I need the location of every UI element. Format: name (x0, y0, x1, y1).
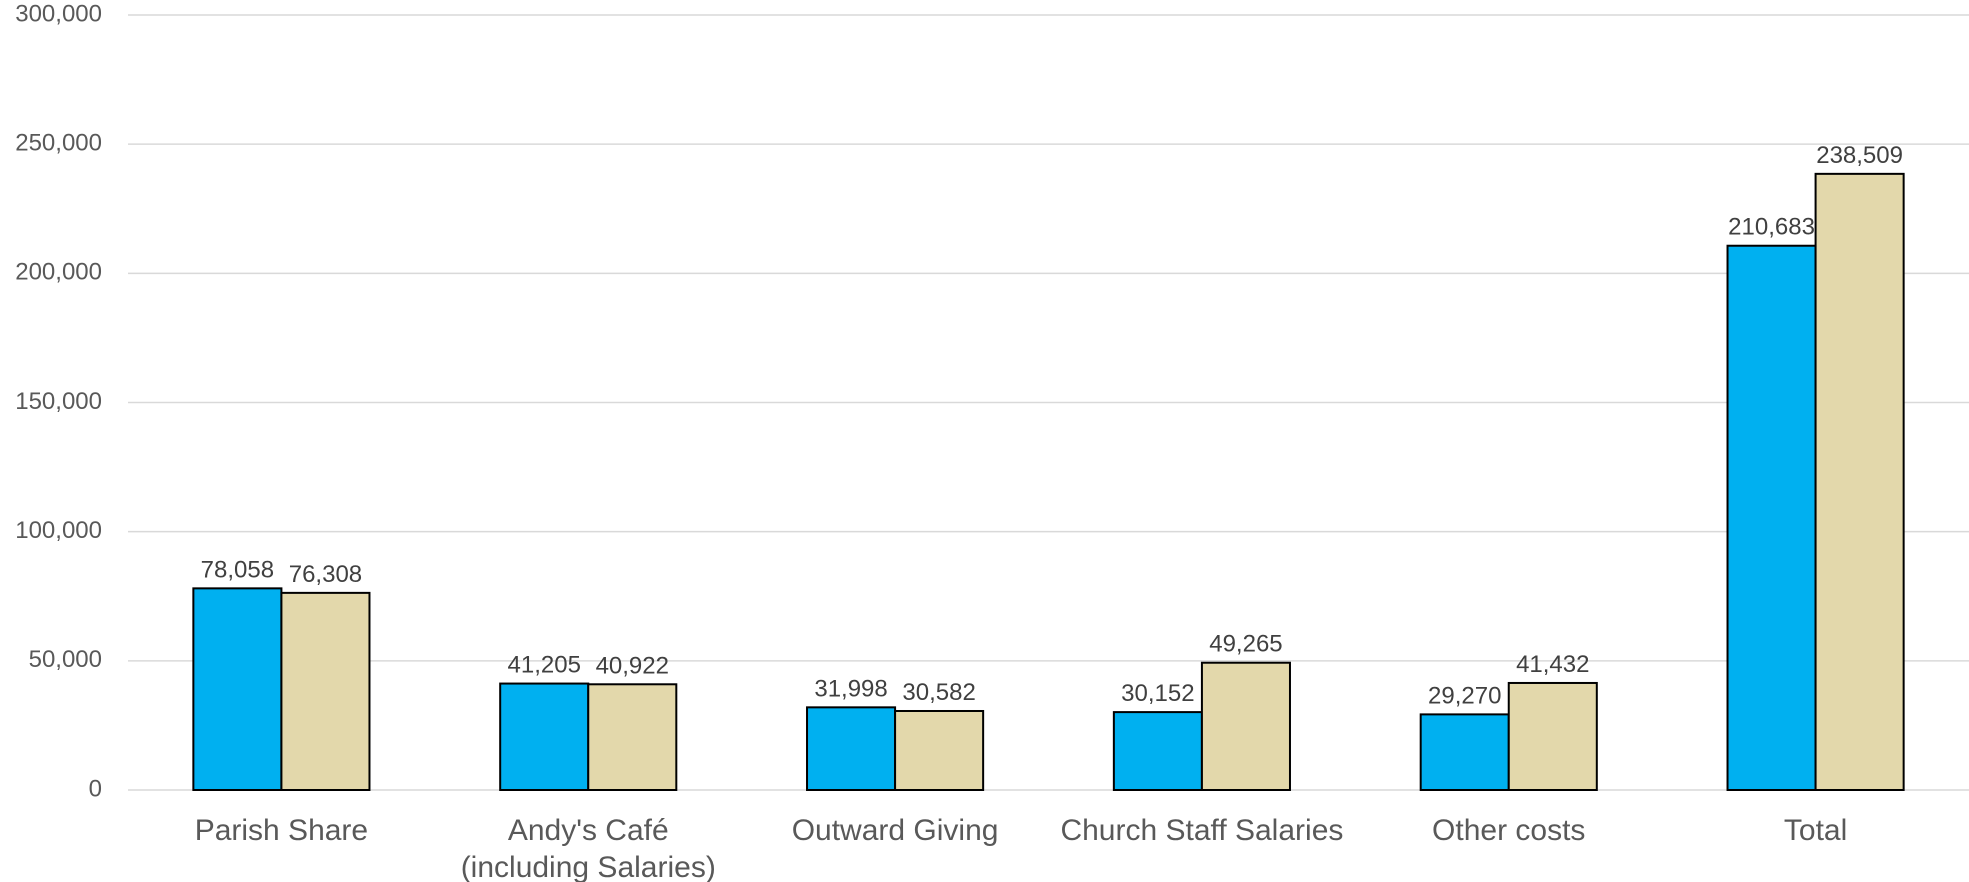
y-tick-label: 300,000 (15, 0, 102, 27)
bar-value-label: 29,270 (1428, 682, 1501, 709)
category-label: Outward Giving (792, 814, 999, 847)
bar-2 (1507, 681, 1598, 792)
bar-1 (1726, 244, 1817, 791)
category-label: Parish Share (195, 814, 368, 847)
bar-2 (894, 709, 985, 792)
x-axis-category-labels: Parish Share Andy's Café (including Salari… (195, 814, 1848, 882)
bar-2 (280, 591, 371, 791)
data-labels: 78,058 76,308 41,205 40,922 31,998 30,582 30,1… (201, 142, 1903, 710)
category-label: Church Staff Salaries (1060, 814, 1343, 847)
bar-2 (1200, 661, 1291, 791)
bar-value-label: 49,265 (1209, 631, 1282, 658)
bar-value-label: 30,582 (902, 679, 975, 706)
category-label: (including Salaries) (461, 851, 716, 882)
y-tick-label: 0 (89, 775, 102, 802)
bar-value-label: 238,509 (1816, 142, 1903, 169)
bar-2 (1814, 172, 1905, 791)
bar-value-label: 210,683 (1728, 214, 1815, 241)
category-label: Total (1784, 814, 1847, 847)
category-label: Andy's Café (508, 814, 669, 847)
y-tick-label: 150,000 (15, 388, 102, 415)
bar-value-label: 31,998 (814, 675, 887, 702)
y-tick-label: 250,000 (15, 130, 102, 157)
gridlines (128, 14, 1969, 791)
bar-1 (806, 706, 897, 791)
bar-1 (1112, 711, 1203, 792)
y-tick-label: 50,000 (29, 646, 102, 673)
y-tick-label: 100,000 (15, 517, 102, 544)
bar-1 (192, 587, 283, 791)
bars (192, 172, 1905, 792)
bar-value-label: 41,432 (1516, 651, 1589, 678)
bar-value-label: 78,058 (201, 556, 274, 583)
bar-1 (499, 682, 590, 792)
bar-value-label: 40,922 (596, 652, 669, 679)
bar-value-label: 30,152 (1121, 680, 1194, 707)
y-axis-tick-labels: 0 50,000 100,000 150,000 200,000 250,000 300,0… (15, 0, 102, 802)
bar-value-label: 41,205 (508, 652, 581, 679)
category-label: Other costs (1432, 814, 1585, 847)
y-tick-label: 200,000 (15, 259, 102, 286)
bar-value-label: 76,308 (289, 561, 362, 588)
bar-1 (1419, 713, 1510, 791)
bar-2 (587, 683, 678, 792)
